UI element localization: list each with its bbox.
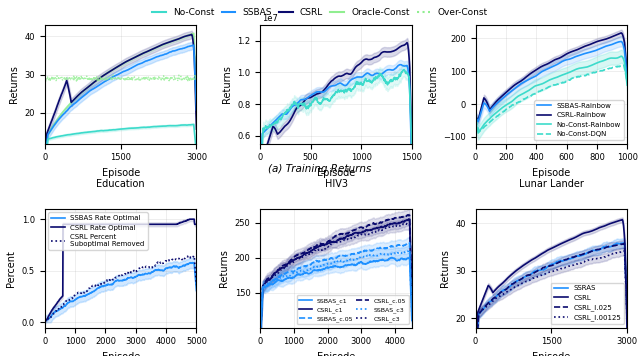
CSRL_l.025 [545,264,552,268]
X-axis label: Episode
Lunar Lander: Episode Lunar Lander [519,168,584,189]
SSRAS [623,317,631,321]
Text: 1e7: 1e7 [262,14,278,22]
CSRL Percent
Suboptimal Removed [142,264,150,268]
X-axis label: Episode
Education: Episode Education [97,168,145,189]
CSRL Rate Optimal [68,222,76,226]
CSRL_l.00125 [621,249,628,253]
CSRL_l.025 [562,257,570,262]
X-axis label: Episode: Episode [532,352,570,356]
Y-axis label: Returns: Returns [219,249,229,287]
SSBAS Rate Optimal [193,288,200,293]
CSRL Percent
Suboptimal Removed [193,283,200,287]
Legend: SSRAS, CSRL, CSRL_l.025, CSRL_l.00125: SSRAS, CSRL, CSRL_l.025, CSRL_l.00125 [551,283,624,324]
CSRL Rate Optimal [186,217,193,221]
SSBAS Rate Optimal [142,272,150,276]
CSRL_l.00125 [620,250,627,254]
SSRAS [544,265,552,269]
CSRL [545,248,552,252]
SSRAS [620,241,627,246]
CSRL_l.025 [554,261,561,265]
SSRAS [562,258,570,262]
CSRL [562,239,570,244]
CSRL_l.025 [596,247,604,251]
SSRAS [545,264,552,268]
Y-axis label: Returns: Returns [221,65,232,103]
SSBAS Rate Optimal [189,261,196,265]
CSRL [596,225,604,230]
CSRL_l.00125 [623,322,631,326]
Line: CSRL_l.025: CSRL_l.025 [476,244,627,356]
SSRAS [621,241,628,245]
Line: CSRL_l.00125: CSRL_l.00125 [476,251,627,356]
CSRL_l.025 [544,264,552,268]
SSBAS Rate Optimal [41,319,49,324]
SSBAS Rate Optimal [68,299,76,304]
CSRL_l.00125 [544,271,552,275]
CSRL Percent
Suboptimal Removed [80,290,88,295]
CSRL Percent
Suboptimal Removed [190,254,198,258]
CSRL Percent
Suboptimal Removed [155,260,163,265]
CSRL Rate Optimal [109,222,117,226]
Y-axis label: Returns: Returns [9,65,19,103]
CSRL Rate Optimal [193,222,200,226]
CSRL Percent
Suboptimal Removed [41,320,49,324]
CSRL [554,243,561,247]
Line: CSRL Percent
Suboptimal Removed: CSRL Percent Suboptimal Removed [45,256,196,322]
CSRL [544,248,552,252]
Line: CSRL: CSRL [476,220,627,356]
CSRL Rate Optimal [155,222,163,226]
SSBAS Rate Optimal [109,282,117,286]
Legend: SSBAS_c1, CSRL_c1, SSBAS_c.05, CSRL_c.05, SSBAS_c3, CSRL_c3: SSBAS_c1, CSRL_c1, SSBAS_c.05, CSRL_c.05… [297,295,409,324]
CSRL_l.00125 [562,265,570,269]
X-axis label: Episode: Episode [317,352,355,356]
Line: SSBAS Rate Optimal: SSBAS Rate Optimal [45,263,196,321]
CSRL Percent
Suboptimal Removed [131,268,138,273]
Text: (a) Training Returns: (a) Training Returns [268,164,372,174]
CSRL Rate Optimal [41,320,49,324]
CSRL_l.00125 [554,268,561,272]
Y-axis label: Returns: Returns [428,65,438,103]
SSBAS Rate Optimal [80,294,88,298]
CSRL_l.025 [620,242,627,246]
CSRL [618,218,626,222]
SSRAS [596,247,604,252]
CSRL_l.025 [623,318,631,322]
SSBAS Rate Optimal [131,275,138,279]
X-axis label: Episode: Episode [102,352,140,356]
CSRL Rate Optimal [142,222,150,226]
Legend: SSBAS Rate Optimal, CSRL Rate Optimal, CSRL Percent
Suboptimal Removed: SSBAS Rate Optimal, CSRL Rate Optimal, C… [48,212,148,250]
CSRL_l.00125 [545,270,552,274]
CSRL Percent
Suboptimal Removed [68,296,76,300]
Line: CSRL Rate Optimal: CSRL Rate Optimal [45,219,196,322]
Legend: No-Const, SSBAS, CSRL, Oracle-Const, Over-Const: No-Const, SSBAS, CSRL, Oracle-Const, Ove… [148,5,492,21]
Y-axis label: Percent: Percent [6,250,17,287]
CSRL [620,227,628,231]
CSRL Percent
Suboptimal Removed [109,277,117,281]
Y-axis label: Returns: Returns [440,249,450,287]
X-axis label: Episode
HIV3: Episode HIV3 [317,168,355,189]
CSRL Rate Optimal [131,222,138,226]
Legend: SSBAS-Rainbow, CSRL-Rainbow, No-Const-Rainbow, No-Const-DQN: SSBAS-Rainbow, CSRL-Rainbow, No-Const-Ra… [534,100,624,140]
SSBAS Rate Optimal [155,268,163,272]
Line: SSRAS: SSRAS [476,243,627,356]
CSRL [623,336,631,340]
SSRAS [554,260,561,264]
CSRL_l.025 [621,241,628,246]
CSRL Rate Optimal [80,222,88,226]
CSRL_l.00125 [596,256,604,260]
